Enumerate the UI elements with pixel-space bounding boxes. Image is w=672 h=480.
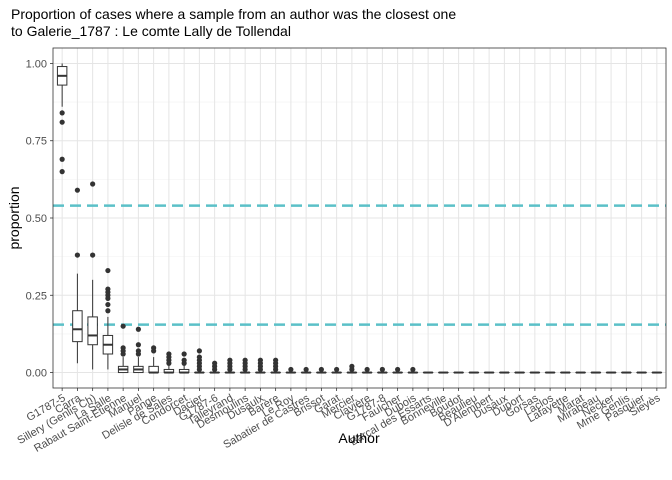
reference-lines	[53, 204, 666, 326]
box-5	[117, 323, 129, 374]
outlier-point	[74, 252, 80, 258]
outlier-point	[105, 301, 111, 308]
outlier-point	[151, 348, 157, 354]
x-axis-title: Author	[338, 430, 380, 446]
outlier-point	[334, 366, 340, 373]
box-9	[178, 351, 190, 374]
box-2	[72, 187, 83, 364]
box-4	[102, 267, 114, 370]
box-6	[133, 326, 144, 374]
outlier-point	[349, 366, 355, 373]
box-iqr	[72, 310, 83, 343]
y-tick-label: 0.25	[26, 290, 47, 302]
outlier-point	[74, 187, 80, 193]
outlier-point	[105, 295, 111, 301]
box-23	[392, 366, 403, 374]
boxes-layer	[56, 63, 663, 374]
y-tick-label: 0.00	[26, 368, 47, 380]
box-15	[270, 357, 281, 374]
outlier-point	[90, 181, 96, 187]
outlier-point	[59, 110, 65, 116]
box-16	[285, 366, 297, 374]
box-13	[239, 357, 251, 374]
outlier-point	[135, 326, 141, 332]
outlier-point	[59, 169, 65, 175]
outlier-point	[59, 119, 65, 125]
outlier-point	[105, 308, 111, 314]
box-12	[224, 357, 236, 374]
outlier-point	[181, 351, 187, 357]
box-11	[209, 360, 220, 374]
outlier-point	[288, 366, 294, 373]
outlier-point	[227, 366, 233, 373]
outlier-point	[410, 366, 416, 373]
box-7	[148, 345, 159, 374]
outlier-point	[364, 366, 370, 373]
box-iqr	[87, 316, 98, 346]
outlier-point	[196, 348, 202, 354]
outlier-point	[135, 351, 141, 357]
outlier-point	[105, 267, 111, 274]
box-22	[377, 366, 388, 374]
y-axis-ticks: 0.00 0.25 0.50 0.75 1.00	[26, 58, 53, 380]
box-21	[361, 366, 373, 374]
outlier-point	[120, 351, 126, 357]
y-tick-label: 0.50	[26, 213, 47, 225]
chart-title-line-1: Proportion of cases where a sample from …	[11, 6, 456, 22]
box-17	[300, 366, 312, 374]
outlier-point	[257, 366, 263, 373]
outlier-point	[395, 366, 401, 373]
outlier-point	[242, 366, 248, 373]
box-14	[255, 357, 266, 374]
box-1	[56, 63, 68, 175]
box-3	[87, 181, 98, 370]
outlier-point	[181, 360, 187, 366]
outlier-point	[135, 342, 141, 348]
outlier-point	[318, 366, 324, 373]
box-10	[194, 348, 205, 374]
box-18	[316, 366, 327, 374]
outlier-point	[166, 360, 172, 366]
box-19	[331, 366, 342, 374]
outlier-point	[379, 366, 385, 373]
box-8	[163, 351, 175, 374]
y-tick-label: 1.00	[26, 58, 47, 70]
chart-title-line-2: to Galerie_1787 : Le comte Lally de Toll…	[11, 23, 291, 39]
outlier-point	[120, 323, 126, 329]
outlier-point	[90, 252, 96, 258]
box-20	[346, 363, 358, 374]
box-24	[407, 366, 419, 374]
outlier-point	[303, 366, 309, 373]
minor-gridlines	[53, 101, 666, 335]
outlier-point	[273, 366, 279, 373]
outlier-point	[212, 366, 218, 373]
y-axis-title: proportion	[6, 186, 22, 249]
outlier-point	[196, 366, 202, 373]
y-tick-label: 0.75	[26, 136, 47, 148]
outlier-point	[59, 156, 65, 162]
